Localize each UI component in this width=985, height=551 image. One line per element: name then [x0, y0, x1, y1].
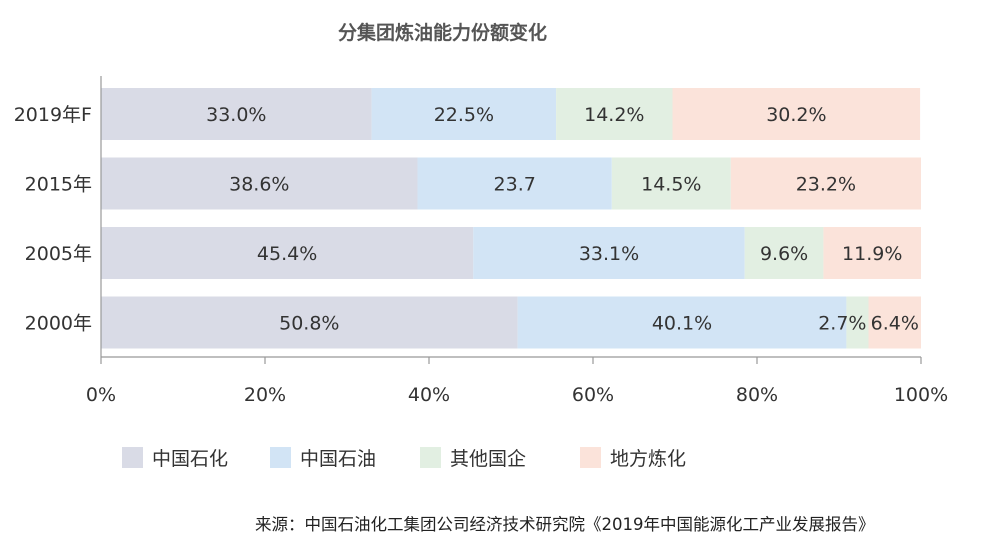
data-label: 40.1% [652, 313, 712, 335]
bar-segment [473, 227, 745, 279]
data-label: 45.4% [257, 243, 317, 265]
bar-segment [417, 157, 612, 210]
bar-segment [730, 157, 921, 210]
legend-swatch [420, 447, 441, 468]
bar-segment [371, 88, 557, 140]
data-label: 14.5% [641, 174, 701, 196]
legend-label: 中国石油 [300, 448, 376, 470]
legend-swatch [580, 447, 601, 468]
bar-segment [611, 157, 731, 210]
data-label: 23.2% [796, 174, 856, 196]
category-label: 2015年 [25, 174, 92, 196]
category-label: 2000年 [25, 313, 92, 335]
category-label: 2019年F [14, 104, 92, 126]
x-tick-label: 40% [408, 384, 450, 406]
x-tick-label: 0% [86, 384, 116, 406]
data-label: 6.4% [871, 313, 919, 335]
legend: 中国石化 中国石油 其他国企 地方炼化 [122, 447, 686, 470]
data-label: 50.8% [279, 313, 339, 335]
data-label: 38.6% [229, 174, 289, 196]
data-label: 22.5% [434, 104, 494, 126]
data-label: 33.0% [206, 104, 266, 126]
x-tick-label: 100% [894, 384, 948, 406]
bar-segment [672, 88, 921, 140]
data-label: 33.1% [579, 243, 639, 265]
bar-segment [868, 296, 921, 349]
bar-segment [101, 88, 372, 140]
source-note: 来源：中国石油化工集团公司经济技术研究院《2019年中国能源化工产业发展报告》 [255, 515, 875, 534]
data-label: 23.7 [494, 174, 536, 196]
data-label: 9.6% [760, 243, 808, 265]
bar-segment [101, 157, 418, 210]
axis-layer: 2019年F 2015年 2005年 2000年 0% 20% 40% 60% 80% 100% [14, 76, 948, 406]
chart-title: 分集团炼油能力份额变化 [337, 22, 547, 44]
legend-label: 其他国企 [450, 448, 526, 470]
legend-label: 中国石化 [152, 448, 228, 470]
bar-segment [823, 227, 921, 279]
data-label: 30.2% [766, 104, 826, 126]
data-label: 14.2% [584, 104, 644, 126]
data-labels-layer: 33.0% 22.5% 14.2% 30.2% 38.6% 23.7 14.5% 23.2% 4… [206, 104, 919, 335]
bar-segment [846, 296, 869, 349]
legend-swatch [270, 447, 291, 468]
bar-segment [101, 296, 518, 349]
data-label: 11.9% [842, 243, 902, 265]
legend-swatch [122, 447, 143, 468]
x-tick-label: 80% [736, 384, 778, 406]
bars-layer [101, 88, 921, 349]
bar-segment [101, 227, 474, 279]
bar-segment [517, 296, 847, 349]
bar-segment [556, 88, 673, 140]
x-tick-label: 20% [244, 384, 286, 406]
bar-segment [744, 227, 824, 279]
x-tick-label: 60% [572, 384, 614, 406]
legend-label: 地方炼化 [610, 448, 686, 470]
data-label: 2.7% [818, 313, 866, 335]
category-label: 2005年 [25, 243, 92, 265]
